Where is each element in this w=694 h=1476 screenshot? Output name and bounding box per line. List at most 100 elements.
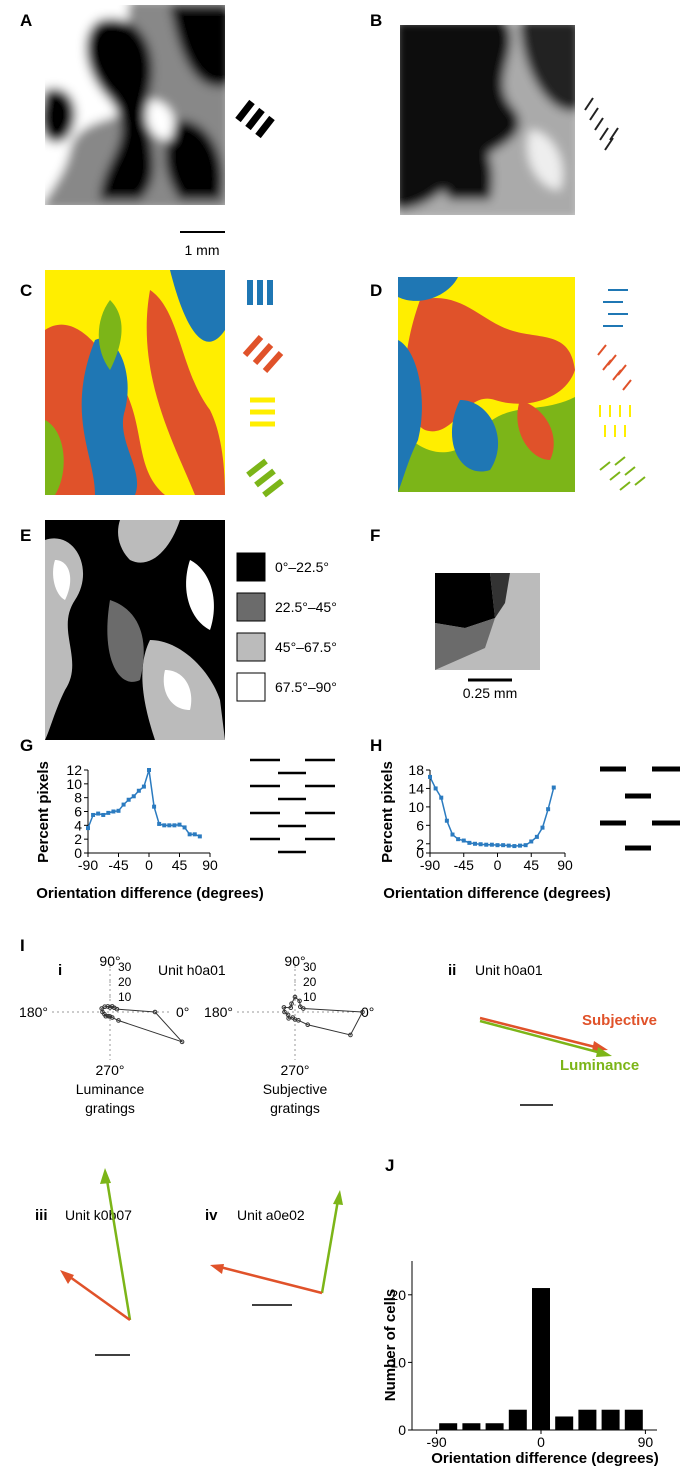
- point: [147, 768, 151, 772]
- panel-label: F: [370, 526, 380, 545]
- legend-label: 67.5°–90°: [275, 679, 337, 695]
- tick: [294, 981, 296, 983]
- orientation-map: [45, 5, 275, 233]
- point: [489, 842, 494, 847]
- point: [141, 784, 146, 789]
- angle-label: 180°: [204, 1004, 233, 1020]
- panel-label: I: [20, 936, 25, 955]
- point: [467, 840, 472, 845]
- point: [182, 825, 187, 830]
- r-tick-label: 20: [303, 975, 317, 989]
- legend-label: 0°–22.5°: [275, 559, 329, 575]
- y-tick-label: 2: [416, 836, 424, 852]
- bar: [555, 1416, 574, 1430]
- angle-label: 270°: [281, 1062, 310, 1078]
- bar: [485, 1423, 504, 1430]
- y-tick-label: 10: [66, 776, 82, 792]
- point: [86, 826, 90, 831]
- bar: [462, 1423, 481, 1430]
- vector-arrows: [60, 1016, 612, 1356]
- point: [501, 843, 506, 848]
- tick: [294, 966, 296, 968]
- point: [179, 1039, 185, 1045]
- y-tick-label: 6: [416, 817, 424, 833]
- point: [157, 821, 162, 826]
- point: [107, 1005, 113, 1010]
- panel-label: J: [385, 1156, 394, 1175]
- tick: [109, 996, 111, 998]
- point: [101, 812, 106, 817]
- point: [105, 1004, 111, 1009]
- panel-label: A: [20, 11, 32, 30]
- arrow-label: Subjective: [582, 1012, 657, 1029]
- angle-label: 0°: [361, 1004, 374, 1020]
- point: [107, 1014, 113, 1019]
- point: [131, 794, 136, 799]
- point: [116, 1018, 121, 1023]
- point: [296, 1018, 301, 1023]
- scale-label: 0.25 mm: [463, 685, 517, 701]
- x-tick-label: 45: [172, 857, 188, 873]
- x-tick-label: 0: [537, 1434, 545, 1450]
- point: [551, 785, 556, 790]
- orientation-map: [435, 573, 540, 682]
- unit-label: Unit a0e02: [237, 1207, 305, 1223]
- orientation-map: [400, 25, 619, 215]
- axis: [237, 964, 357, 1060]
- x-axis-label: Orientation difference (degrees): [36, 885, 264, 902]
- x-tick-label: -90: [78, 857, 98, 873]
- angle-label: 270°: [96, 1062, 125, 1078]
- r-tick-label: 30: [118, 960, 132, 974]
- x-tick-label: 90: [557, 857, 573, 873]
- y-tick-label: 4: [74, 817, 82, 833]
- unit-label: Unit h0a01: [475, 962, 543, 978]
- point: [461, 838, 466, 843]
- point: [126, 797, 131, 802]
- point: [111, 809, 116, 814]
- y-tick-label: 2: [74, 831, 82, 847]
- panel-label: C: [20, 281, 32, 300]
- polar-line: [283, 996, 364, 1036]
- legend: [236, 552, 266, 702]
- y-tick-label: 12: [66, 762, 82, 778]
- caption: Luminance: [76, 1081, 145, 1097]
- tick: [109, 981, 111, 983]
- point: [292, 994, 298, 1000]
- point: [167, 823, 172, 828]
- point: [298, 1004, 303, 1009]
- y-tick-label: 0: [398, 1422, 406, 1438]
- tick: [109, 966, 111, 968]
- panel-label: E: [20, 526, 31, 545]
- y-axis-label: Percent pixels: [379, 761, 396, 863]
- point: [546, 807, 551, 812]
- bar: [532, 1288, 550, 1430]
- panel-label: B: [370, 11, 382, 30]
- point: [428, 774, 432, 779]
- x-tick-label: -90: [426, 1434, 446, 1450]
- point: [484, 842, 489, 847]
- x-axis-label: Orientation difference (degrees): [383, 885, 611, 902]
- point: [297, 998, 302, 1004]
- point: [103, 1013, 109, 1019]
- point: [96, 811, 101, 816]
- r-tick-label: 10: [118, 990, 132, 1004]
- panel-label: D: [370, 281, 382, 300]
- point: [523, 843, 528, 848]
- y-axis-label: Percent pixels: [35, 761, 52, 863]
- x-tick-label: 45: [523, 857, 539, 873]
- point: [534, 834, 539, 839]
- orientation-map: [45, 520, 225, 740]
- point: [456, 837, 461, 842]
- point: [540, 825, 545, 830]
- point: [187, 832, 192, 837]
- angle-label: 180°: [19, 1004, 48, 1020]
- y-tick-label: 18: [408, 762, 424, 778]
- point: [506, 843, 511, 848]
- point: [289, 1001, 294, 1006]
- stimulus-icon: [250, 758, 335, 854]
- y-tick-label: 10: [390, 1354, 406, 1370]
- point: [162, 823, 167, 828]
- y-tick-label: 14: [408, 780, 424, 796]
- panel-label: G: [20, 736, 33, 755]
- point: [121, 802, 126, 807]
